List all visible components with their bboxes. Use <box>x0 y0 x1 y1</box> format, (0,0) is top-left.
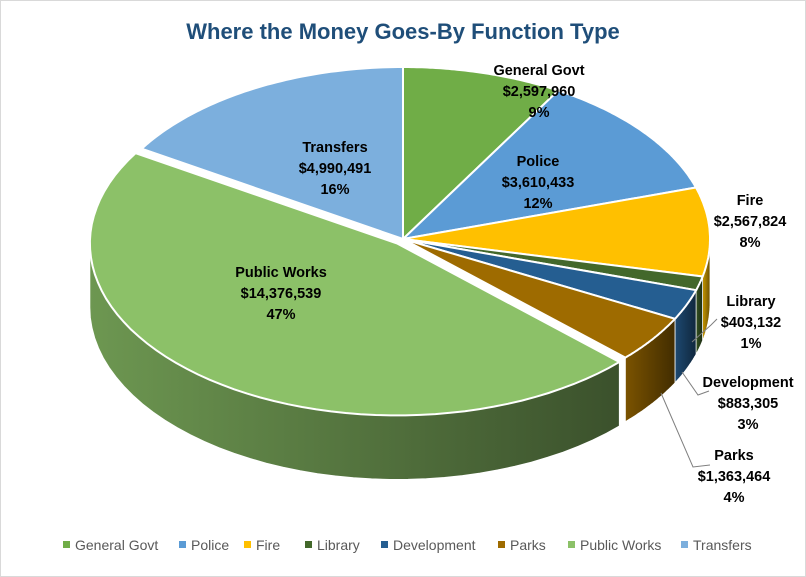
data-label-value-general-govt: $2,597,960 <box>503 84 576 100</box>
legend-swatch-library <box>305 541 312 548</box>
pie-slice-public-works <box>88 152 622 417</box>
pie-slice-transfers <box>139 66 404 241</box>
data-label-percent-police: 12% <box>523 196 552 212</box>
legend-item-transfers: Transfers <box>693 537 752 553</box>
legend-swatch-parks <box>498 541 505 548</box>
data-label-value-police: $3,610,433 <box>502 175 575 191</box>
data-label-percent-general-govt: 9% <box>529 105 550 121</box>
leader-line-development <box>681 371 710 396</box>
data-labels: General Govt $2,597,960 9% Police $3,610,433… <box>235 63 793 506</box>
data-label-percent-development: 3% <box>738 417 759 433</box>
data-label-name-transfers: Transfers <box>302 140 367 156</box>
data-label-name-library: Library <box>726 294 775 310</box>
data-label-name-development: Development <box>702 375 793 391</box>
data-label-percent-public-works: 47% <box>266 307 295 323</box>
data-label-percent-transfers: 16% <box>320 182 349 198</box>
legend: General Govt Police Fire Library Development… <box>63 537 752 553</box>
legend-swatch-public-works <box>568 541 575 548</box>
legend-item-public-works: Public Works <box>580 537 661 553</box>
legend-item-fire: Fire <box>256 537 280 553</box>
pie-tops <box>88 66 711 417</box>
data-label-value-library: $403,132 <box>721 315 781 331</box>
data-label-name-fire: Fire <box>737 193 764 209</box>
data-label-value-fire: $2,567,824 <box>714 214 787 230</box>
data-label-value-transfers: $4,990,491 <box>299 161 372 177</box>
legend-swatch-police <box>179 541 186 548</box>
pie-slice-police <box>399 89 698 241</box>
pie-slice-general-govt <box>402 66 561 242</box>
legend-item-general-govt: General Govt <box>75 537 158 553</box>
data-label-name-parks: Parks <box>714 448 754 464</box>
legend-item-library: Library <box>317 537 360 553</box>
legend-swatch-general-govt <box>63 541 70 548</box>
legend-item-parks: Parks <box>510 537 546 553</box>
legend-swatch-transfers <box>681 541 688 548</box>
pie-slice-parks <box>402 238 677 359</box>
leader-lines <box>660 318 718 468</box>
leader-line-parks <box>660 392 711 468</box>
pie-slice-fire <box>402 186 711 278</box>
leader-line-library <box>691 318 718 343</box>
chart-title: Where the Money Goes-By Function Type <box>186 19 620 44</box>
data-label-percent-library: 1% <box>741 336 762 352</box>
data-label-value-public-works: $14,376,539 <box>241 286 322 302</box>
legend-item-development: Development <box>393 537 476 553</box>
data-label-name-police: Police <box>517 154 560 170</box>
pie-slice-development <box>402 238 698 320</box>
legend-item-police: Police <box>191 537 229 553</box>
legend-swatch-development <box>381 541 388 548</box>
data-label-value-development: $883,305 <box>718 396 778 412</box>
data-label-name-public-works: Public Works <box>235 265 327 281</box>
data-label-percent-parks: 4% <box>724 490 745 506</box>
data-label-percent-fire: 8% <box>740 235 761 251</box>
data-label-name-general-govt: General Govt <box>493 63 584 79</box>
data-label-value-parks: $1,363,464 <box>698 469 771 485</box>
legend-swatch-fire <box>244 541 251 548</box>
